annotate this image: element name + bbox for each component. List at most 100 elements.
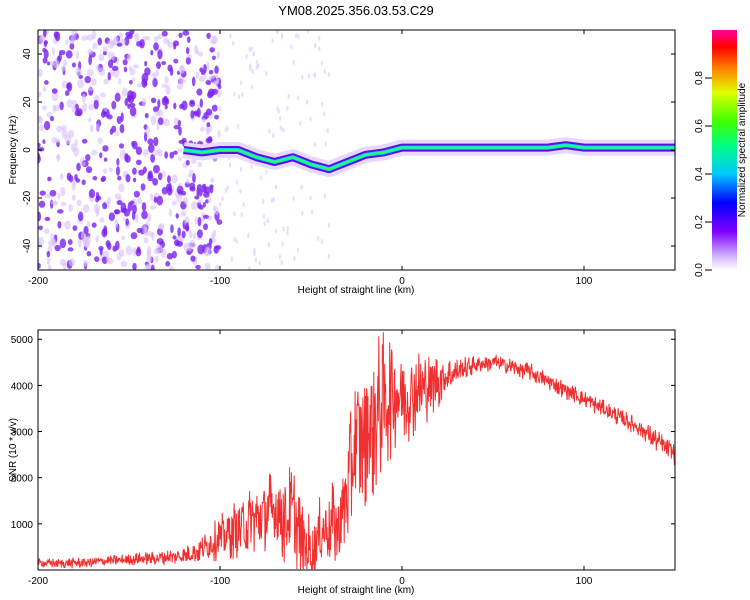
spectrogram-y-tick-label: 20 — [22, 96, 33, 108]
spectrogram-speckle — [124, 36, 130, 46]
spectrogram-speckle — [196, 229, 203, 238]
spectrogram-speckle — [81, 35, 89, 41]
spectrogram-speckle — [310, 209, 314, 215]
spectrogram-speckle — [38, 225, 43, 231]
spectrogram-speckle — [54, 104, 61, 112]
spectrogram-speckle — [184, 181, 190, 188]
spectrogram-speckle — [236, 123, 240, 129]
spectrogram-speckle — [59, 258, 67, 267]
spectrogram-speckle — [178, 156, 182, 162]
spectrogram-speckle — [169, 151, 175, 159]
spectrogram-speckle — [38, 147, 45, 152]
spectrogram-speckle — [177, 120, 182, 127]
spectrogram-speckle — [127, 90, 134, 100]
spectrogram-speckle — [118, 249, 125, 257]
spectrogram-speckle — [179, 64, 184, 71]
spectrogram-speckle — [143, 132, 148, 142]
spectrogram-speckle — [205, 199, 209, 204]
spectrogram-speckle — [206, 122, 211, 128]
spectrogram-speckle — [147, 231, 154, 237]
spectrogram-speckle — [83, 204, 90, 213]
spectrogram-speckle — [173, 58, 179, 64]
spectrogram-speckle — [301, 74, 304, 80]
spectrogram-speckle — [124, 152, 129, 162]
spectrogram-speckle — [209, 39, 216, 45]
spectrogram-speckle — [211, 55, 216, 61]
colorbar-tick-label: 0.6 — [694, 119, 705, 133]
spectrogram-speckle — [114, 219, 119, 228]
spectrogram-speckle — [259, 175, 263, 181]
spectrogram-speckle — [64, 220, 71, 230]
spectrogram-speckle — [242, 202, 245, 208]
spectrogram-speckle — [141, 210, 148, 220]
colorbar-label: Normalized spectral amplitude — [737, 82, 748, 217]
spectrogram-speckle — [292, 196, 295, 202]
spectrogram-speckle — [152, 77, 158, 88]
spectrogram-speckle — [60, 186, 66, 197]
snr-panel: -200 -100 0 100 1000 2000 3000 4000 5000 Height… — [8, 329, 676, 596]
spectrogram-speckle — [189, 186, 196, 192]
spectrogram-speckle — [93, 99, 99, 110]
spectrogram-speckle — [201, 185, 207, 193]
spectrogram-speckle — [258, 260, 261, 266]
spectrogram-speckle — [323, 193, 327, 199]
spectrogram-speckle — [163, 118, 170, 127]
spectrogram-speckle — [53, 60, 60, 69]
spectrogram-speckle — [239, 188, 242, 194]
spectrogram-speckle — [286, 106, 289, 112]
spectrogram-speckle — [189, 101, 196, 108]
spectrogram-speckle — [313, 43, 317, 49]
spectrogram-speckle — [290, 44, 293, 50]
spectrogram-speckle — [197, 199, 203, 204]
spectrogram-speckle — [324, 141, 327, 147]
colorbar: 0.0 0.2 0.4 0.6 0.8 Normalized spectral ampl… — [694, 30, 748, 277]
spectrogram-speckle — [217, 129, 221, 138]
spectrogram-speckle — [75, 67, 82, 76]
spectrogram-speckle — [38, 36, 44, 45]
spectrogram-speckle — [187, 173, 192, 178]
spectrogram-speckle — [214, 65, 219, 74]
spectrogram-speckle — [282, 226, 285, 232]
spectrogram-speckle — [191, 76, 196, 87]
spectrogram-speckle — [320, 238, 324, 244]
spectrogram-speckle — [38, 115, 43, 125]
spectrogram-speckle — [221, 196, 224, 202]
snr-y-tick-label: 4000 — [11, 381, 34, 392]
spectrogram-speckle — [38, 91, 42, 98]
spectrogram-plot-area — [38, 30, 675, 270]
spectrogram-speckle — [41, 105, 47, 111]
spectrogram-speckle — [153, 42, 159, 51]
spectrogram-speckle — [157, 34, 164, 40]
spectrogram-speckle — [133, 190, 140, 198]
spectrogram-speckle — [111, 125, 117, 133]
colorbar-tick-label: 0.2 — [694, 215, 705, 229]
spectrogram-speckle — [125, 31, 133, 38]
spectrogram-speckle — [120, 112, 124, 122]
spectrogram-speckle — [131, 140, 135, 147]
spectrogram-speckle — [323, 69, 327, 75]
spectrogram-speckle — [51, 88, 58, 94]
snr-series-line — [38, 332, 675, 570]
spectrogram-speckle — [185, 47, 190, 55]
spectrogram-speckle — [251, 68, 254, 74]
spectrogram-speckle — [134, 32, 140, 42]
spectrogram-speckle — [38, 200, 46, 208]
spectrogram-speckle — [89, 124, 94, 133]
spectrogram-speckle — [50, 200, 57, 205]
spectrogram-speckle — [81, 138, 88, 144]
spectrogram-speckle — [209, 47, 215, 53]
spectrogram-speckle — [103, 78, 109, 85]
spectrogram-speckle — [152, 178, 159, 186]
spectrogram-speckle — [261, 199, 265, 205]
spectrogram-speckle — [49, 115, 55, 122]
spectrogram-speckle — [60, 125, 67, 131]
spectrogram-speckle — [135, 213, 139, 223]
spectrogram-speckle — [178, 32, 183, 39]
spectrogram-speckle — [38, 68, 43, 78]
spectrogram-speckle — [102, 51, 107, 56]
spectrogram-speckle — [211, 88, 219, 95]
spectrogram-speckle — [85, 154, 91, 162]
spectrogram-speckle — [43, 40, 49, 45]
spectrogram-speckle — [71, 182, 76, 191]
